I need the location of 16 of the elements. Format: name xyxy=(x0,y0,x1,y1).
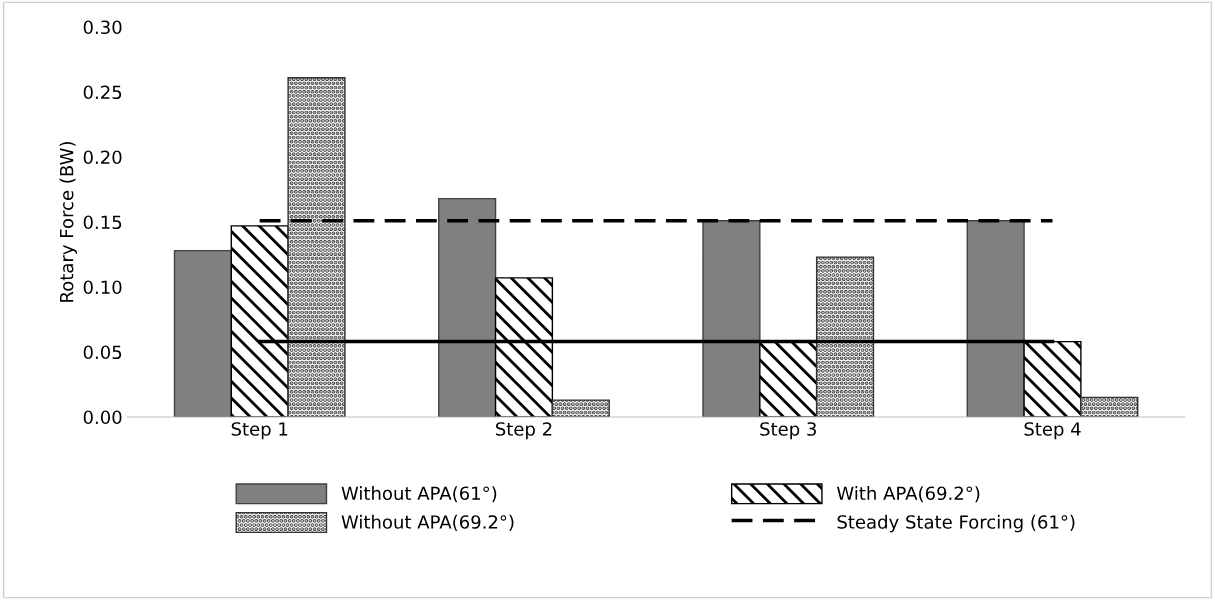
y-tick-label: 0.15 xyxy=(83,215,122,230)
y-axis-title: Rotary Force (BW) xyxy=(59,142,77,302)
y-tick-label: 0.10 xyxy=(83,280,122,295)
legend-label: Without APA(61°) xyxy=(341,486,497,503)
y-tick-label: 0.20 xyxy=(83,150,122,165)
legend-label: Without APA(69.2°) xyxy=(341,514,514,531)
x-tick-label: Step 4 xyxy=(1024,422,1081,440)
y-tick-label: 0.30 xyxy=(83,20,122,35)
x-tick-label: Step 2 xyxy=(495,422,552,440)
legend-label: Steady State Forcing (61°) xyxy=(837,514,1075,533)
y-tick-label: 0.00 xyxy=(83,410,122,425)
y-tick-label: 0.05 xyxy=(83,345,122,360)
y-tick-label: 0.25 xyxy=(83,85,122,100)
legend-label: With APA(69.2°) xyxy=(836,486,980,503)
x-tick-label: Step 1 xyxy=(231,422,288,440)
x-tick-label: Step 3 xyxy=(760,422,816,440)
